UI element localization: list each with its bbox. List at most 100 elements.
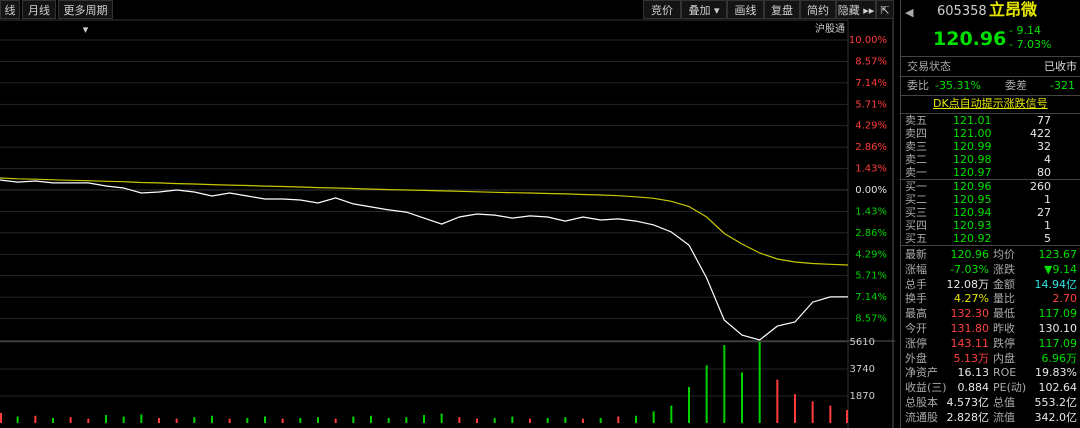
stat-value: -7.03% (950, 262, 989, 276)
price-change: - 9.14 (1009, 24, 1041, 37)
volume-tick-label: 3740 (850, 364, 875, 375)
volume-bar (387, 417, 390, 423)
toolbar-button[interactable]: 更多周期 ▾ (58, 0, 113, 36)
stat-label: 总手 (905, 277, 927, 291)
volume-bar (158, 417, 160, 423)
toolbar-button[interactable]: 线 (0, 0, 20, 19)
change-percent: - 7.03% (1009, 38, 1052, 51)
book-level: 卖四 (905, 127, 927, 140)
book-level: 买三 (905, 206, 927, 219)
volume-bar (122, 416, 125, 423)
y-tick-label: 8.57% (855, 314, 887, 325)
y-tick-label: 10.00% (849, 35, 887, 46)
stat-label: 内盘 (993, 351, 1015, 365)
stat-label: 总值 (993, 396, 1015, 409)
book-volume: 27 (1037, 206, 1051, 219)
toolbar-button[interactable]: 复盘 (764, 0, 800, 19)
y-tick-label: 2.86% (855, 228, 887, 239)
volume-tick-label: 5610 (850, 337, 875, 348)
volume-bar (476, 418, 478, 423)
stat-value: 2.828亿 (946, 410, 990, 424)
volume-bar (635, 415, 637, 423)
book-level: 买二 (905, 193, 927, 206)
book-volume: 80 (1037, 166, 1051, 179)
volume-bar (317, 417, 319, 423)
stat-value: 2.70 (1052, 292, 1078, 306)
toolbar-button[interactable]: 叠加 ▾ (681, 0, 727, 19)
book-price: 121.00 (953, 127, 992, 140)
last-price: 120.96 (933, 28, 1007, 50)
volume-bar (281, 418, 284, 423)
book-level: 卖一 (905, 166, 927, 179)
stat-value: 117.09 (1038, 307, 1078, 321)
y-tick-label: 5.71% (855, 271, 887, 282)
stat-value: 102.64 (1038, 381, 1078, 395)
stat-label: 最低 (993, 307, 1015, 321)
toolbar-button[interactable]: 简约 (800, 0, 836, 19)
volume-bar (723, 345, 726, 423)
stat-label: 最新 (905, 248, 927, 261)
stat-label: 外盘 (905, 351, 927, 365)
toolbar-button[interactable]: 画线 (727, 0, 764, 19)
y-tick-label: 1.43% (855, 164, 887, 175)
volume-bar (52, 417, 54, 423)
stat-label: 昨收 (993, 322, 1015, 335)
volume-bar (299, 417, 302, 423)
stat-value: 0.884 (957, 381, 990, 395)
toolbar-button[interactable]: 隐藏 ▸▸ (836, 0, 876, 19)
volume-bar (529, 418, 531, 423)
volume-bar (211, 415, 213, 423)
volume-bar (246, 417, 249, 423)
stat-label: 金额 (993, 277, 1015, 291)
book-volume: 32 (1037, 140, 1051, 153)
ratio-label: 委比 (907, 79, 929, 92)
float-button[interactable]: ⇱ (876, 0, 894, 19)
volume-bar (688, 386, 690, 423)
toolbar-button[interactable]: 竞价 (643, 0, 681, 19)
volume-bar (228, 418, 231, 423)
stat-value: 117.09 (1038, 336, 1078, 350)
stock-name: 立昂微 (989, 0, 1038, 19)
stat-label: 今开 (905, 322, 927, 335)
stat-value: 6.96万 (1041, 351, 1078, 365)
volume-bar (705, 365, 708, 423)
book-level: 买一 (905, 180, 927, 193)
volume-bar (370, 415, 372, 423)
price-line (0, 179, 848, 341)
volume-bar (34, 415, 37, 423)
volume-bar (670, 405, 673, 423)
book-level: 卖五 (905, 114, 927, 127)
stat-value: 4.573亿 (946, 396, 990, 409)
stat-value: 4.27% (954, 292, 989, 306)
volume-bar (352, 416, 355, 423)
stock-code: 605358 (937, 4, 987, 19)
book-price: 120.98 (953, 153, 992, 166)
separator (901, 76, 1080, 77)
stat-value: 19.83% (1035, 366, 1077, 380)
stat-value: 12.08万 (946, 277, 990, 291)
volume-bar (811, 401, 814, 423)
volume-bar (87, 418, 90, 423)
y-tick-label: 7.14% (855, 292, 887, 303)
book-volume: 4 (1044, 153, 1051, 166)
ratio: -35.31% (935, 79, 981, 92)
book-volume: 5 (1044, 232, 1051, 245)
volume-bar (776, 379, 779, 423)
stat-label: 涨跌 (993, 262, 1015, 276)
book-volume: 1 (1044, 219, 1051, 232)
book-price: 120.93 (953, 219, 992, 232)
volume-bar (0, 412, 2, 423)
status: 已收市 (1044, 60, 1077, 73)
book-level: 买五 (905, 232, 927, 245)
stat-value: ▼9.14 (1044, 262, 1077, 276)
stat-value: 16.13 (957, 366, 990, 380)
scroll-arrow[interactable]: ◀ (905, 6, 914, 19)
signal-banner[interactable]: DK点自动提示涨跌信号 (933, 97, 1048, 110)
stat-label: ROE (993, 366, 1017, 380)
stat-value: 132.30 (950, 307, 990, 321)
volume-tick-label: 1870 (850, 391, 875, 402)
book-price: 120.94 (953, 206, 992, 219)
stat-value: 143.11 (950, 336, 990, 350)
toolbar-button[interactable]: 月线 (22, 0, 56, 19)
